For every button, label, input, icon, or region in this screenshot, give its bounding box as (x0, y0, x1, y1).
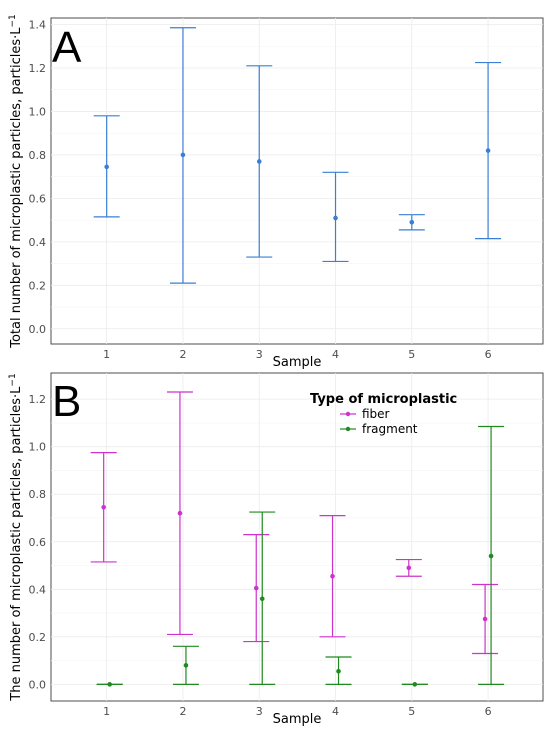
panel-a-series-sample-1-point (104, 164, 109, 170)
panel-a-y-axis-title-main: Total number of microplastic particles, … (9, 27, 24, 349)
panel-b: 0.0 0.2 0.4 0.6 0.8 1.0 1.2 1 2 3 4 5 6 B Sample Th… (8, 372, 544, 727)
panel-b-fragment-sample-1-point (107, 682, 112, 687)
legend-key-fiber-dot (345, 411, 351, 417)
panel-b-y-tick-label: 1.0 (29, 441, 47, 454)
panel-a-series-sample-6-point (485, 148, 491, 153)
legend-label-fragment: fragment (362, 422, 418, 436)
panel-b-fragment-sample-4-point (336, 668, 341, 674)
panel-a-y-tick-label: 0.8 (29, 149, 47, 162)
legend-item-fragment: fragment (340, 422, 418, 436)
panel-a-series-sample-3-point (256, 159, 262, 164)
legend: Type of microplastic fiber fragment (310, 392, 457, 436)
panel-b-fiber-sample-4-point (330, 573, 335, 579)
panel-a-y-tick-label: 1.4 (29, 19, 47, 32)
panel-a-y-tick-labels: 0.0 0.2 0.4 0.6 0.8 1.0 1.2 1.4 (29, 19, 47, 336)
panel-a-border (50, 17, 544, 345)
legend-title: Type of microplastic (310, 392, 457, 407)
panel-b-y-tick-label: 0.0 (29, 678, 47, 691)
panel-b-letter: B (52, 377, 81, 426)
panel-b-fragment-sample-2-point (183, 663, 189, 668)
panel-b-fiber-sample-5-point (406, 565, 412, 571)
panel-a-y-tick-label: 0.0 (29, 323, 47, 336)
panel-a-y-tick-label: 0.2 (29, 279, 47, 292)
panel-a-x-tick-label: 6 (485, 348, 492, 361)
panel-b-y-tick-label: 0.8 (29, 488, 47, 501)
panel-a-x-axis-title: Sample (273, 355, 322, 370)
panel-a-y-tick-label: 0.4 (29, 236, 47, 249)
panel-b-x-tick-label: 2 (179, 705, 186, 718)
panel-a-y-tick-label: 0.6 (29, 192, 47, 205)
panel-a-x-tick-label: 3 (256, 348, 263, 361)
panel-b-y-tick-labels: 0.0 0.2 0.4 0.6 0.8 1.0 1.2 (29, 393, 47, 691)
legend-label-fiber: fiber (362, 407, 390, 421)
panel-b-x-tick-labels: 1 2 3 4 5 6 (103, 705, 491, 718)
panel-b-fragment-sample-5-point (412, 682, 418, 687)
panel-b-x-tick-label: 4 (332, 705, 339, 718)
panel-a-x-tick-label: 4 (332, 348, 339, 361)
panel-b-y-tick-label: 0.4 (29, 583, 47, 596)
panel-b-fiber-sample-1-point (101, 504, 106, 510)
panel-a-marks (93, 27, 502, 284)
legend-key-fragment-dot (345, 426, 351, 432)
panel-b-y-tick-label: 0.6 (29, 536, 47, 549)
panel-a-y-tick-label: 1.0 (29, 105, 47, 118)
panel-a-y-axis-title: Total number of microplastic particles, … (8, 14, 24, 349)
panel-a-y-axis-title-sup: −1 (8, 14, 18, 27)
panel-b-fiber-sample-3-point (253, 585, 259, 591)
panel-a: 0.0 0.2 0.4 0.6 0.8 1.0 1.2 1.4 1 2 3 4 5 6 A Sample… (8, 14, 544, 370)
panel-b-y-axis-title: The number of microplastic particles, pa… (8, 373, 24, 701)
panel-b-x-tick-label: 3 (256, 705, 263, 718)
panel-b-x-tick-label: 6 (485, 705, 492, 718)
panel-a-x-tick-label: 5 (408, 348, 415, 361)
panel-b-x-tick-label: 1 (103, 705, 110, 718)
panel-b-fragment-sample-6-point (488, 553, 494, 559)
panel-b-x-axis-title: Sample (273, 712, 322, 727)
panel-a-series-sample-2-point (180, 152, 186, 158)
panel-a-letter: A (52, 23, 82, 72)
panel-b-y-tick-label: 1.2 (29, 393, 47, 406)
panel-a-y-tick-label: 1.2 (29, 62, 47, 75)
panel-a-x-tick-labels: 1 2 3 4 5 6 (103, 348, 491, 361)
panel-b-fiber-sample-2-point (177, 510, 183, 516)
panel-b-y-axis-title-main: The number of microplastic particles, pa… (9, 386, 24, 702)
panel-b-fragment-sample-3-point (259, 596, 265, 602)
panel-a-x-tick-label: 1 (103, 348, 110, 361)
legend-item-fiber: fiber (340, 407, 390, 421)
panel-b-y-axis-title-sup: −1 (8, 373, 18, 386)
panel-b-x-tick-label: 5 (408, 705, 415, 718)
panel-b-grid (51, 373, 543, 701)
panel-b-border (50, 372, 544, 702)
panel-a-x-tick-label: 2 (179, 348, 186, 361)
panel-b-y-tick-label: 0.2 (29, 631, 47, 644)
panel-a-series-sample-4-point (333, 215, 338, 221)
panel-b-marks (90, 391, 505, 687)
panel-a-series-sample-5-point (409, 219, 415, 225)
panel-b-fiber-sample-6-point (482, 616, 488, 622)
